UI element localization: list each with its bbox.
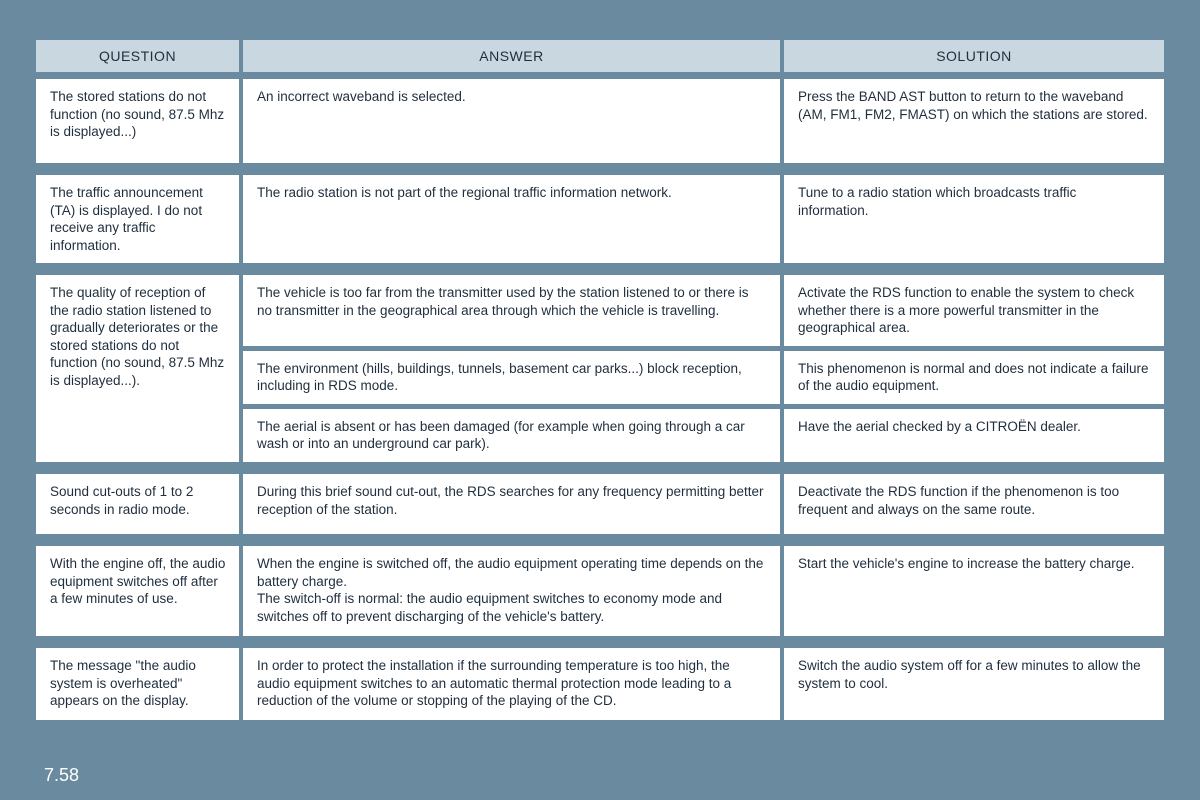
answer-solution-row: In order to protect the installation if … [243, 648, 1164, 720]
answer-solution-stack: During this brief sound cut-out, the RDS… [243, 474, 1164, 534]
header-solution: SOLUTION [784, 40, 1164, 72]
answer-cell: The environment (hills, buildings, tunne… [243, 351, 780, 404]
table-row-group: The stored stations do not function (no … [36, 79, 1164, 163]
solution-cell: Switch the audio system off for a few mi… [784, 648, 1164, 720]
table-header-row: QUESTION ANSWER SOLUTION [36, 40, 1164, 72]
solution-cell: Tune to a radio station which broadcasts… [784, 175, 1164, 263]
page-number: 7.58 [44, 765, 79, 786]
answer-cell: During this brief sound cut-out, the RDS… [243, 474, 780, 534]
question-cell: The message "the audio system is overhea… [36, 648, 239, 720]
answer-cell: The radio station is not part of the reg… [243, 175, 780, 263]
answer-cell: When the engine is switched off, the aud… [243, 546, 780, 636]
solution-cell: Press the BAND AST button to return to t… [784, 79, 1164, 163]
question-cell: The stored stations do not function (no … [36, 79, 239, 163]
answer-cell: The vehicle is too far from the transmit… [243, 275, 780, 346]
answer-solution-stack: When the engine is switched off, the aud… [243, 546, 1164, 636]
answer-solution-row: During this brief sound cut-out, the RDS… [243, 474, 1164, 534]
troubleshooting-table: QUESTION ANSWER SOLUTION The stored stat… [36, 40, 1164, 720]
solution-cell: Have the aerial checked by a CITROËN dea… [784, 409, 1164, 462]
solution-cell: This phenomenon is normal and does not i… [784, 351, 1164, 404]
question-cell: With the engine off, the audio equipment… [36, 546, 239, 636]
answer-cell: The aerial is absent or has been damaged… [243, 409, 780, 462]
header-answer: ANSWER [243, 40, 780, 72]
table-row-group: Sound cut-outs of 1 to 2 seconds in radi… [36, 474, 1164, 534]
table-row-group: With the engine off, the audio equipment… [36, 546, 1164, 636]
question-cell: The quality of reception of the radio st… [36, 275, 239, 462]
answer-solution-row: The radio station is not part of the reg… [243, 175, 1164, 263]
answer-solution-stack: In order to protect the installation if … [243, 648, 1164, 720]
table-row-group: The traffic announcement (TA) is display… [36, 175, 1164, 263]
solution-cell: Activate the RDS function to enable the … [784, 275, 1164, 346]
solution-cell: Deactivate the RDS function if the pheno… [784, 474, 1164, 534]
answer-solution-row: The vehicle is too far from the transmit… [243, 275, 1164, 346]
question-cell: Sound cut-outs of 1 to 2 seconds in radi… [36, 474, 239, 534]
answer-solution-row: When the engine is switched off, the aud… [243, 546, 1164, 636]
solution-cell: Start the vehicle's engine to increase t… [784, 546, 1164, 636]
answer-solution-row: An incorrect waveband is selected.Press … [243, 79, 1164, 163]
answer-solution-stack: The radio station is not part of the reg… [243, 175, 1164, 263]
answer-solution-row: The aerial is absent or has been damaged… [243, 409, 1164, 462]
table-row-group: The message "the audio system is overhea… [36, 648, 1164, 720]
answer-solution-row: The environment (hills, buildings, tunne… [243, 351, 1164, 404]
answer-solution-stack: The vehicle is too far from the transmit… [243, 275, 1164, 462]
answer-cell: An incorrect waveband is selected. [243, 79, 780, 163]
table-row-group: The quality of reception of the radio st… [36, 275, 1164, 462]
answer-solution-stack: An incorrect waveband is selected.Press … [243, 79, 1164, 163]
answer-cell: In order to protect the installation if … [243, 648, 780, 720]
question-cell: The traffic announcement (TA) is display… [36, 175, 239, 263]
header-question: QUESTION [36, 40, 239, 72]
